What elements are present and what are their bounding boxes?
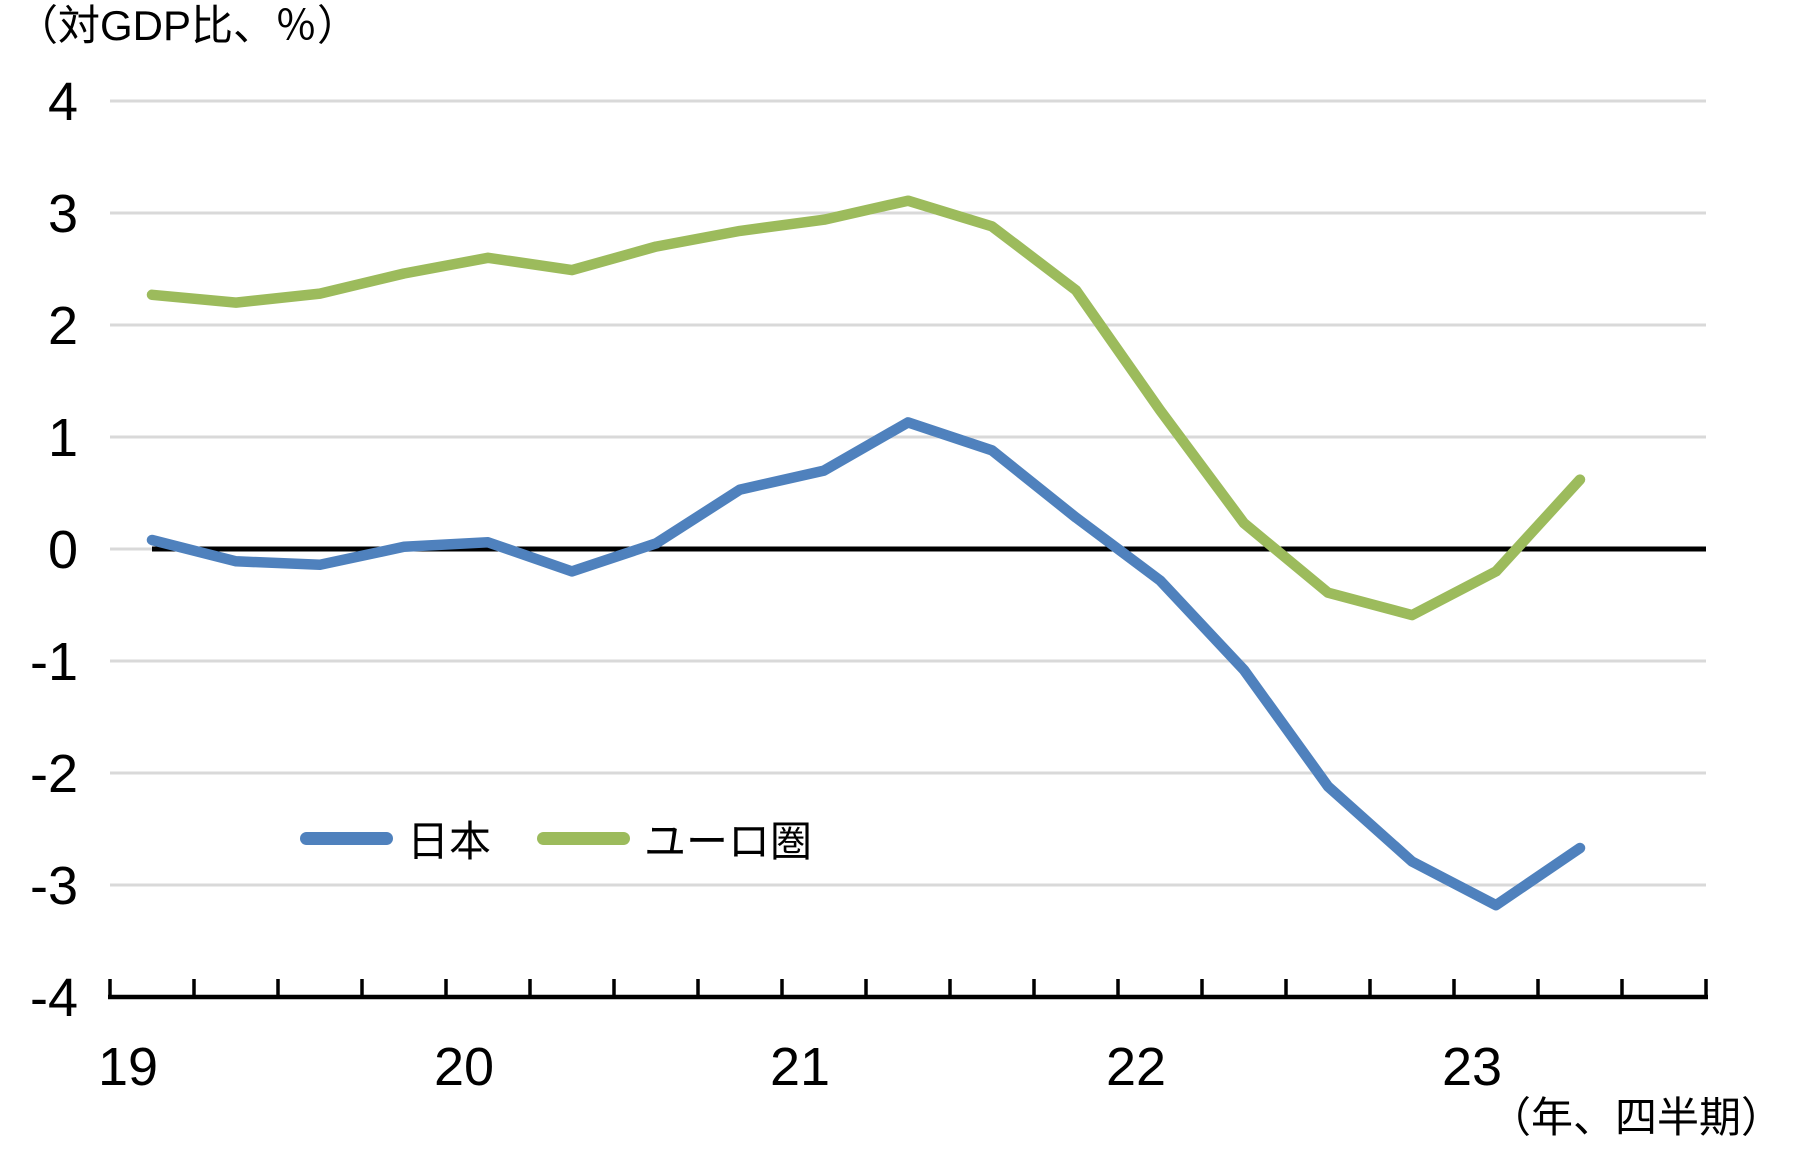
y-tick-label: -3 <box>30 856 78 916</box>
y-tick-label: -2 <box>30 744 78 804</box>
y-tick-label: 0 <box>48 520 78 580</box>
legend: 日本 ユーロ圏 <box>300 808 812 869</box>
y-tick-label: 3 <box>48 184 78 244</box>
y-tick-label: 4 <box>48 72 78 132</box>
y-tick-label: -1 <box>30 632 78 692</box>
y-tick-label: 2 <box>48 296 78 356</box>
x-axis-unit-label: （年、四半期） <box>1488 1093 1783 1141</box>
japan-line <box>146 417 1586 911</box>
y-tick-label: -4 <box>30 968 78 1028</box>
legend-swatch-japan <box>300 832 393 845</box>
legend-label-japan: 日本 <box>407 818 492 865</box>
year-tick-label: 23 <box>1442 1037 1502 1097</box>
y-axis-unit-label: （対GDP比、％） <box>16 2 360 49</box>
year-tick-label: 22 <box>1106 1037 1166 1097</box>
legend-swatch-euro-area <box>537 832 631 845</box>
year-tick-label: 21 <box>770 1037 830 1097</box>
euro-area-line <box>146 195 1586 621</box>
legend-label-euro-area: ユーロ圏 <box>644 818 813 865</box>
year-tick-label: 19 <box>98 1037 158 1097</box>
year-tick-label: 20 <box>434 1037 494 1097</box>
y-tick-label: 1 <box>48 408 78 468</box>
